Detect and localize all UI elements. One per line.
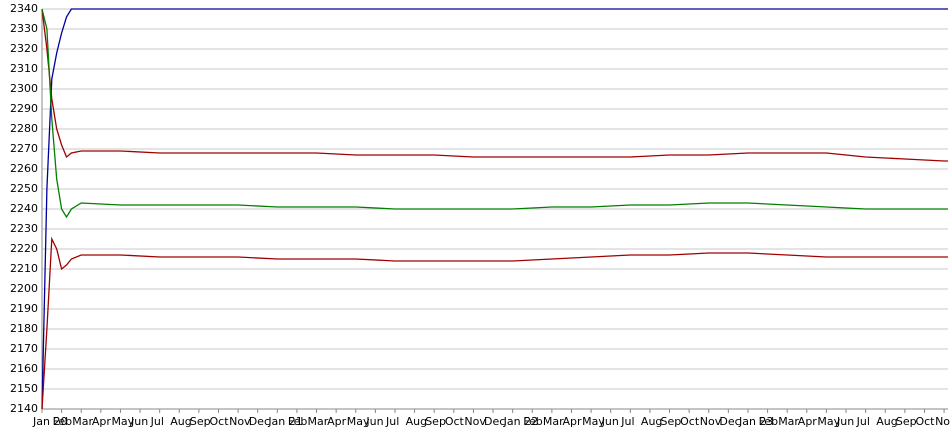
x-tick-label: Apr bbox=[327, 415, 347, 428]
y-tick-label: 2210 bbox=[10, 262, 38, 275]
x-tick-label: Jun bbox=[365, 415, 383, 428]
x-tick-label: May bbox=[111, 415, 134, 428]
x-tick-label: Jul bbox=[150, 415, 164, 428]
x-tick-label: Nov bbox=[935, 415, 950, 428]
x-tick-label: Nov bbox=[229, 415, 251, 428]
x-tick-label: Jan 21 bbox=[267, 415, 302, 428]
x-tick-label: Jun bbox=[601, 415, 619, 428]
x-tick-label: Jul bbox=[856, 415, 870, 428]
x-tick-label: Mar bbox=[543, 415, 564, 428]
x-tick-label: Jul bbox=[385, 415, 399, 428]
x-tick-label: Dec bbox=[484, 415, 505, 428]
x-tick-label: Oct bbox=[445, 415, 465, 428]
y-tick-label: 2310 bbox=[10, 62, 38, 75]
x-tick-label: Apr bbox=[798, 415, 818, 428]
x-tick-label: Oct bbox=[680, 415, 700, 428]
x-tick-label: Mar bbox=[778, 415, 799, 428]
x-tick-label: May bbox=[817, 415, 840, 428]
y-tick-label: 2170 bbox=[10, 342, 38, 355]
x-tick-label: May bbox=[582, 415, 605, 428]
x-tick-label: Feb bbox=[523, 415, 542, 428]
series-line bbox=[41, 8, 948, 410]
y-tick-label: 2320 bbox=[10, 42, 38, 55]
y-tick-label: 2150 bbox=[10, 382, 38, 395]
x-tick-label: Oct bbox=[915, 415, 935, 428]
x-tick-label: Mar bbox=[72, 415, 93, 428]
series-line bbox=[41, 8, 948, 162]
y-tick-label: 2220 bbox=[10, 242, 38, 255]
x-tick-label: Apr bbox=[92, 415, 112, 428]
y-tick-label: 2140 bbox=[10, 402, 38, 415]
x-tick-label: Jun bbox=[836, 415, 854, 428]
x-tick-label: Sep bbox=[190, 415, 211, 428]
x-tick-label: Aug bbox=[406, 415, 427, 428]
y-tick-label: 2190 bbox=[10, 302, 38, 315]
x-tick-label: Aug bbox=[641, 415, 662, 428]
x-tick-label: Sep bbox=[896, 415, 917, 428]
y-tick-label: 2260 bbox=[10, 162, 38, 175]
x-tick-label: Jul bbox=[620, 415, 634, 428]
x-tick-label: Jan 20 bbox=[32, 415, 67, 428]
y-tick-label: 2240 bbox=[10, 202, 38, 215]
x-tick-label: Jan 22 bbox=[503, 415, 538, 428]
x-tick-label: Sep bbox=[425, 415, 446, 428]
y-tick-label: 2250 bbox=[10, 182, 38, 195]
x-tick-label: Nov bbox=[464, 415, 486, 428]
y-tick-label: 2160 bbox=[10, 362, 38, 375]
x-tick-label: Feb bbox=[53, 415, 72, 428]
x-tick-label: Aug bbox=[876, 415, 897, 428]
x-tick-label: Sep bbox=[661, 415, 682, 428]
x-tick-label: Oct bbox=[209, 415, 229, 428]
x-tick-label: Dec bbox=[249, 415, 270, 428]
x-tick-label: Mar bbox=[308, 415, 329, 428]
y-tick-label: 2330 bbox=[10, 22, 38, 35]
y-tick-label: 2340 bbox=[10, 2, 38, 15]
x-tick-label: Feb bbox=[759, 415, 778, 428]
y-tick-label: 2280 bbox=[10, 122, 38, 135]
x-tick-label: Aug bbox=[170, 415, 191, 428]
x-tick-label: Dec bbox=[719, 415, 740, 428]
x-tick-label: Apr bbox=[562, 415, 582, 428]
y-tick-label: 2180 bbox=[10, 322, 38, 335]
x-tick-label: May bbox=[347, 415, 370, 428]
x-tick-label: Feb bbox=[288, 415, 307, 428]
y-tick-label: 2200 bbox=[10, 282, 38, 295]
y-tick-label: 2230 bbox=[10, 222, 38, 235]
series-line bbox=[41, 8, 948, 219]
y-tick-label: 2300 bbox=[10, 82, 38, 95]
x-tick-label: Jun bbox=[130, 415, 148, 428]
series-line bbox=[41, 236, 948, 410]
y-tick-label: 2290 bbox=[10, 102, 38, 115]
y-tick-label: 2270 bbox=[10, 142, 38, 155]
x-tick-label: Nov bbox=[700, 415, 722, 428]
x-tick-label: Jan 23 bbox=[738, 415, 773, 428]
